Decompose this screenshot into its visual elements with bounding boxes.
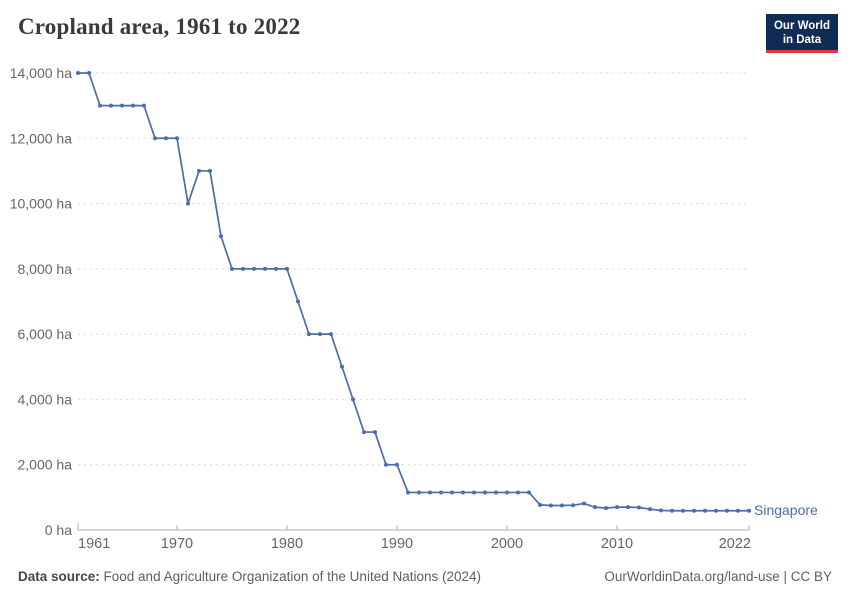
y-axis-tick-label: 4,000 ha xyxy=(18,391,73,407)
data-point[interactable] xyxy=(384,462,388,467)
data-point[interactable] xyxy=(461,490,465,495)
data-point[interactable] xyxy=(120,103,124,108)
data-point[interactable] xyxy=(549,503,553,508)
data-point[interactable] xyxy=(571,503,575,508)
owid-logo-line1: Our World xyxy=(773,20,830,32)
data-point[interactable] xyxy=(714,508,718,513)
data-point[interactable] xyxy=(219,234,223,239)
data-point[interactable] xyxy=(76,71,80,75)
owid-credit-link[interactable]: OurWorldinData.org/land-use | CC BY xyxy=(604,569,832,584)
data-point[interactable] xyxy=(296,299,300,304)
data-point[interactable] xyxy=(725,508,729,513)
data-point[interactable] xyxy=(648,507,652,512)
x-axis-tick-label: 2000 xyxy=(491,536,523,552)
data-point[interactable] xyxy=(153,136,157,141)
data-point[interactable] xyxy=(285,266,289,271)
y-axis-tick-label: 0 ha xyxy=(45,522,72,538)
data-point[interactable] xyxy=(230,266,234,271)
data-point[interactable] xyxy=(197,168,201,173)
data-point[interactable] xyxy=(406,490,410,495)
data-point[interactable] xyxy=(329,332,333,337)
data-point[interactable] xyxy=(472,490,476,495)
data-point[interactable] xyxy=(263,266,267,271)
chart-title: Cropland area, 1961 to 2022 xyxy=(18,14,301,39)
chart-footer: Data source: Food and Agriculture Organi… xyxy=(18,569,832,584)
data-point[interactable] xyxy=(175,136,179,141)
data-point[interactable] xyxy=(736,508,740,513)
data-point[interactable] xyxy=(681,508,685,513)
data-point[interactable] xyxy=(483,490,487,495)
data-point[interactable] xyxy=(252,266,256,271)
data-point[interactable] xyxy=(626,505,630,510)
data-source-note: Data source: Food and Agriculture Organi… xyxy=(18,569,481,584)
data-source-label: Data source: xyxy=(18,569,100,584)
data-point[interactable] xyxy=(351,397,355,402)
x-axis-tick-label: 1970 xyxy=(161,536,193,552)
data-point[interactable] xyxy=(307,332,311,337)
data-point[interactable] xyxy=(417,490,421,495)
data-point[interactable] xyxy=(142,103,146,108)
y-axis-tick-label: 14,000 ha xyxy=(10,65,72,81)
data-point[interactable] xyxy=(560,503,564,508)
data-point[interactable] xyxy=(428,490,432,495)
y-axis-tick-label: 2,000 ha xyxy=(18,457,73,473)
data-point[interactable] xyxy=(395,462,399,467)
y-axis-tick-label: 8,000 ha xyxy=(18,261,73,277)
data-point[interactable] xyxy=(659,508,663,513)
data-point[interactable] xyxy=(362,430,366,435)
data-point[interactable] xyxy=(340,364,344,369)
owid-logo[interactable]: Our World in Data xyxy=(765,14,838,54)
data-point[interactable] xyxy=(373,430,377,435)
data-point[interactable] xyxy=(582,501,586,506)
data-point[interactable] xyxy=(637,505,641,510)
data-point[interactable] xyxy=(604,506,608,511)
data-point[interactable] xyxy=(703,508,707,513)
data-point[interactable] xyxy=(692,508,696,513)
data-point[interactable] xyxy=(527,490,531,495)
x-axis-tick-label: 1990 xyxy=(381,536,413,552)
data-point[interactable] xyxy=(747,508,751,513)
data-point[interactable] xyxy=(615,505,619,510)
data-point[interactable] xyxy=(505,490,509,495)
data-point[interactable] xyxy=(274,266,278,271)
data-point[interactable] xyxy=(450,490,454,495)
data-point[interactable] xyxy=(538,502,542,507)
data-point[interactable] xyxy=(164,136,168,141)
owid-logo-line2: in Data xyxy=(782,34,822,47)
y-axis-tick-label: 6,000 ha xyxy=(18,326,73,342)
data-point[interactable] xyxy=(186,201,190,206)
data-point[interactable] xyxy=(670,508,674,513)
x-axis-tick-label: 2022 xyxy=(719,536,751,552)
data-point[interactable] xyxy=(241,266,245,271)
x-axis-tick-label: 2010 xyxy=(601,536,633,552)
data-point[interactable] xyxy=(516,490,520,495)
data-point[interactable] xyxy=(131,103,135,108)
data-point[interactable] xyxy=(593,505,597,510)
data-point[interactable] xyxy=(109,103,113,108)
data-point[interactable] xyxy=(208,168,212,173)
data-point[interactable] xyxy=(98,103,102,108)
x-axis-tick-label: 1980 xyxy=(271,536,303,552)
data-point[interactable] xyxy=(439,490,443,495)
data-source-text: Food and Agriculture Organization of the… xyxy=(99,569,482,584)
y-axis-tick-label: 10,000 ha xyxy=(10,196,72,212)
data-point[interactable] xyxy=(87,71,91,75)
data-point[interactable] xyxy=(318,332,322,337)
y-axis-tick-label: 12,000 ha xyxy=(10,130,72,146)
x-axis-tick-label: 1961 xyxy=(78,536,110,552)
data-point[interactable] xyxy=(494,490,498,495)
series-end-label[interactable]: Singapore xyxy=(754,502,818,518)
